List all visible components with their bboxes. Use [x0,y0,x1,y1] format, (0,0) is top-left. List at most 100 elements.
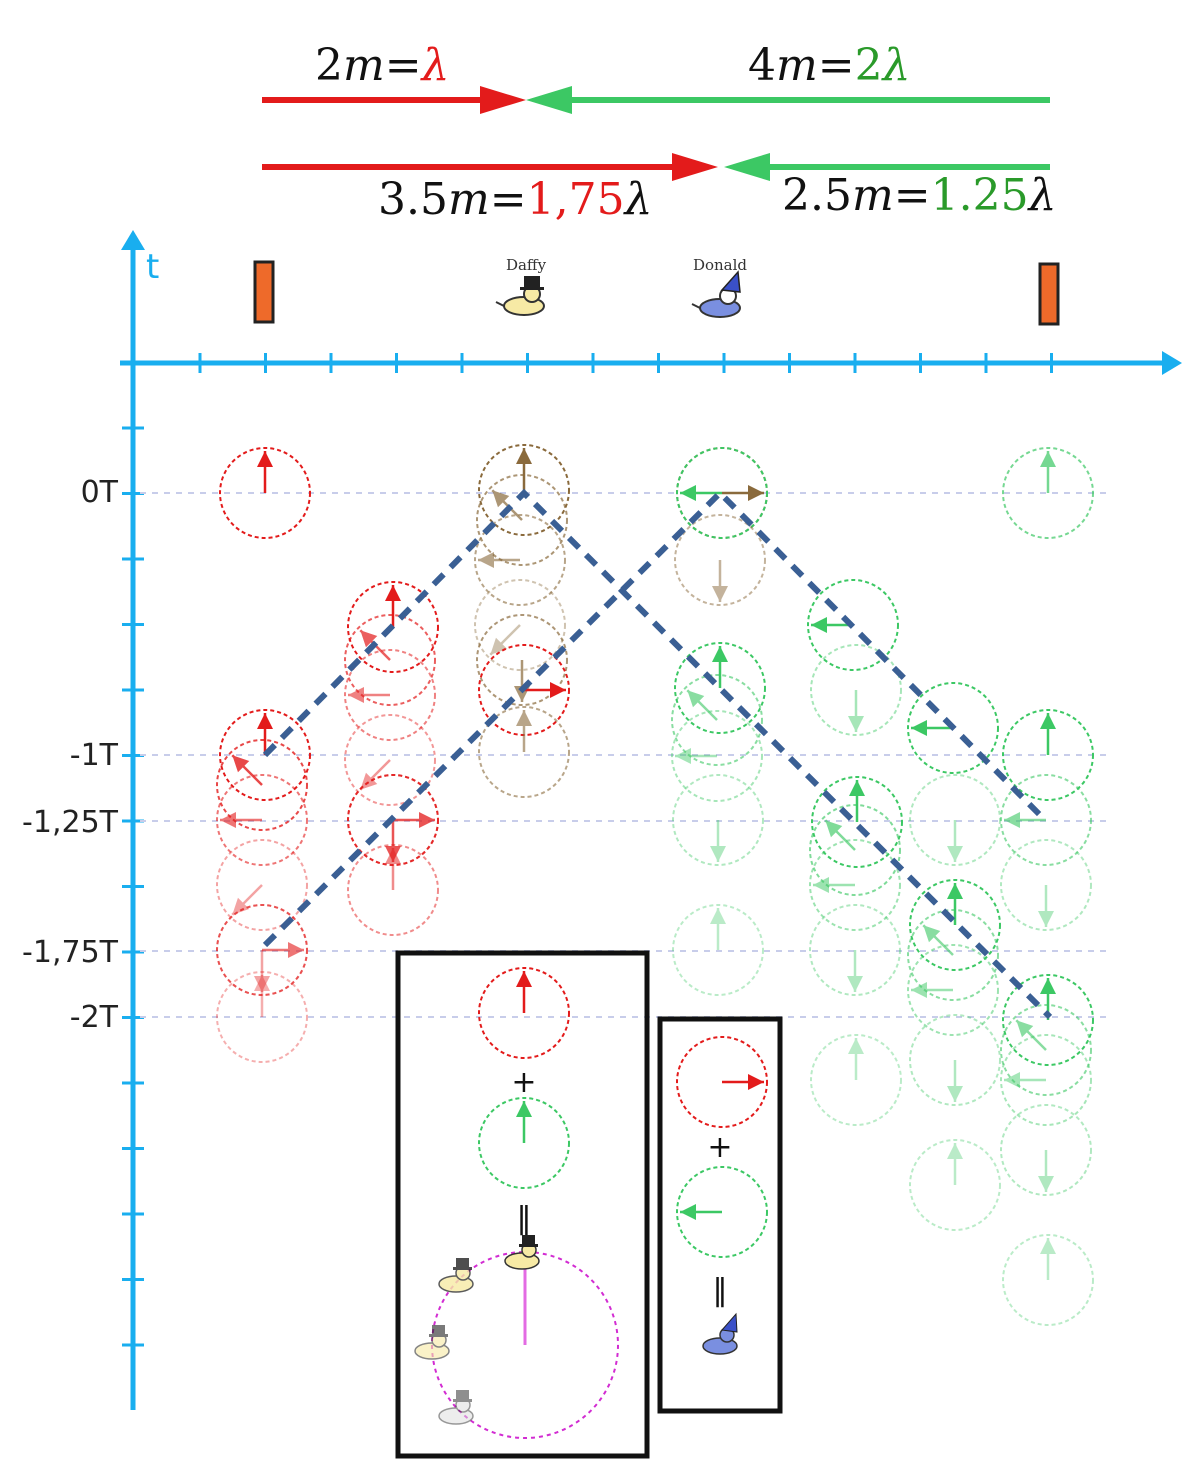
position-axis-arrowhead [1162,351,1182,375]
daffy-duck-icon-hat-brim [519,1244,538,1247]
green-phasor-arrowhead [848,716,864,732]
time-label-1T: -1T [70,738,119,773]
daffy-duck-icon-hat-brim [453,1399,472,1402]
time-labels: 0T -1T -1,25T -1,75T -2T [22,475,119,1035]
green-phasor-circle [907,909,999,1001]
green-phasor-arrowhead [847,976,863,992]
box-red-phasor-arrowhead [516,971,532,987]
green-phasor-circle [672,904,764,996]
red-phasor-circle [347,581,439,673]
red-wave-arrow-2-head [672,153,718,181]
green-phasor [676,447,768,539]
mixed-phasor-arrowhead [478,552,494,568]
mixed-phasor-arrowhead [516,448,532,464]
axes: t [120,230,1182,1410]
time-label-2T: -2T [70,1000,119,1035]
time-guides [140,492,1110,1018]
green-phasor-circle [676,447,768,539]
green-phasor [909,1139,1001,1231]
red-phasor-circle [347,844,439,936]
daffy: Daffy [495,256,547,316]
green-phasor-circle [1002,709,1094,801]
red-phasor-arrowhead [288,942,304,958]
green-phasor-circle [672,774,764,866]
red-phasor-arrowhead [257,713,273,729]
green-phasor-arrowhead [947,1086,963,1102]
green-phasor-circle [1000,1034,1092,1126]
red-phasor [344,649,436,741]
red-phasor [216,971,308,1063]
green-phasor-circle [671,710,763,802]
time-axis-label: t [146,247,159,287]
red-phasor-arrow [359,759,391,791]
red-phasor-arrowhead [550,682,566,698]
box-green-phasor-arrowhead [680,1204,696,1220]
red-phasor-circle [344,614,436,706]
green-phasor-arrowhead [947,883,963,899]
red-phasor [344,714,436,806]
green-phasor-arrowhead [911,982,927,998]
green-phasor [1000,839,1092,931]
red-phasor-arrowhead [254,975,270,991]
box-green-phasor-circle [676,1166,768,1258]
green-phasor-arrowhead [849,780,865,796]
green-phasor [1000,774,1092,866]
green-phasor [811,776,903,868]
green-phasor-circle [809,804,901,896]
right-wall [1038,262,1060,326]
red-equation-2: 3.5m=1,75λ [378,174,652,225]
mixed-phasor-circle [474,514,566,606]
mixed-phasor-circle [478,444,570,536]
donald: Donald [691,256,747,318]
green-phasor [1002,1234,1094,1326]
green-phasor [1000,1004,1092,1096]
green-phasor [674,642,766,734]
mixed-phasor-arrow [489,624,521,656]
green-phasor [809,839,901,931]
green-phasor-circle [809,904,901,996]
green-phasor-arrowhead [911,720,927,736]
green-wave-arrow-2-head [724,153,770,181]
red-phasor [216,904,308,996]
red-phasor-arrow [231,884,263,916]
green-phasor-circle [671,674,763,766]
equals-sign-right: ‖ [713,1273,728,1308]
wavelength-arrows [262,86,1050,181]
green-phasor-arrowhead [1038,1176,1054,1192]
green-phasor-arrowhead [825,820,843,838]
green-phasor-circle [907,944,999,1036]
green-phasor [1002,709,1094,801]
box-red-phasor-circle [676,1036,768,1128]
green-phasor-circle [1002,447,1094,539]
mixed-phasor [474,579,566,671]
green-phasor [1002,447,1094,539]
green-phasor-circle [909,879,1001,971]
red-phasor-circle [219,709,311,801]
red-phasor-circle [344,649,436,741]
red-phasor-arrowhead [257,451,273,467]
box-red-phasor-arrowhead [748,1074,764,1090]
green-phasor [1002,974,1094,1066]
green-phasor [907,944,999,1036]
green-phasor-arrowhead [813,877,829,893]
daffy-duck-icon-hat-brim [453,1267,472,1270]
daffy-duck-icon-hat-brim [429,1334,448,1337]
mixed-phasor-arrowhead [516,710,532,726]
phasor-circles [216,444,1094,1326]
red-phasor-circle [216,774,308,866]
green-wave-arrow-1-head [526,86,572,114]
green-phasor [672,904,764,996]
green-phasor-circle [909,1139,1001,1231]
red-phasor-arrowhead [385,848,401,864]
time-label-1-75T: -1,75T [22,935,119,970]
mixed-phasor-circle [674,514,766,606]
donald-label: Donald [693,256,747,274]
time-axis-arrowhead [121,230,145,250]
mixed-phasor [474,514,566,606]
box-green-phasor [676,1166,768,1258]
green-phasor-circle [810,644,902,736]
plus-sign-left: + [511,1065,536,1100]
green-phasor-arrowhead [811,617,827,633]
daffy-label: Daffy [506,256,547,274]
red-phasor-circle [216,904,308,996]
